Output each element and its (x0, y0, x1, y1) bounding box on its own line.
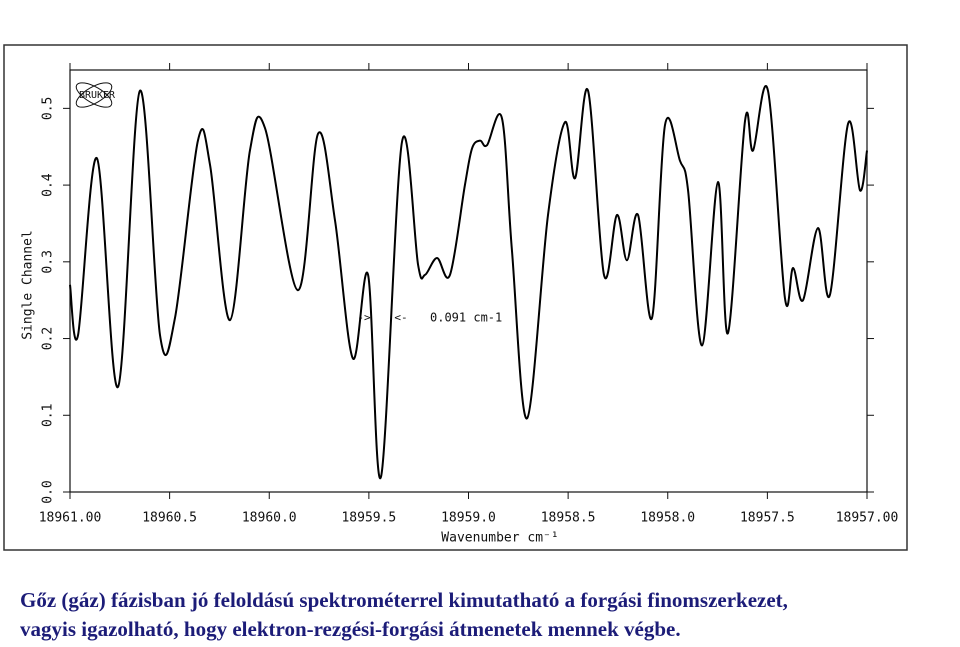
plot-area (69, 69, 868, 493)
logo: BRUKER (75, 82, 116, 108)
y-tick-label: 0.4 (41, 173, 56, 197)
logo-text: BRUKER (79, 90, 116, 101)
caption-line: vagyis igazolható, hogy elektron-rezgési… (20, 617, 681, 641)
x-axis-label: Wavenumber cm⁻¹ (441, 531, 558, 546)
y-axis-label: Single Channel (21, 230, 36, 340)
y-tick-label: 0.5 (41, 97, 56, 120)
y-tick-label: 0.1 (41, 404, 56, 427)
y-tick-label: 0.3 (41, 250, 56, 273)
annotation-arrow: <- (394, 311, 407, 324)
x-tick-label: 18959.0 (441, 511, 496, 526)
x-tick-label: 18957.00 (836, 511, 899, 526)
x-tick-label: 18960.5 (142, 511, 197, 526)
x-tick-label: 18961.00 (39, 511, 102, 526)
y-tick-label: 0.0 (41, 480, 56, 503)
x-tick-label: 18957.5 (740, 511, 795, 526)
x-tick-label: 18958.0 (640, 511, 695, 526)
annotation: 0.091 cm-1 (430, 311, 502, 325)
chart: BRUKER Wavenumber cm⁻¹ Single Channel ->… (3, 44, 908, 551)
frame (3, 44, 908, 551)
y-tick-label: 0.2 (41, 327, 56, 350)
x-tick-label: 18958.5 (541, 511, 596, 526)
x-tick-label: 18960.0 (242, 511, 297, 526)
x-tick-label: 18959.5 (341, 511, 396, 526)
spectrum-line (69, 85, 868, 480)
caption-line: Gőz (gáz) fázisban jó feloldású spektrom… (20, 588, 788, 612)
